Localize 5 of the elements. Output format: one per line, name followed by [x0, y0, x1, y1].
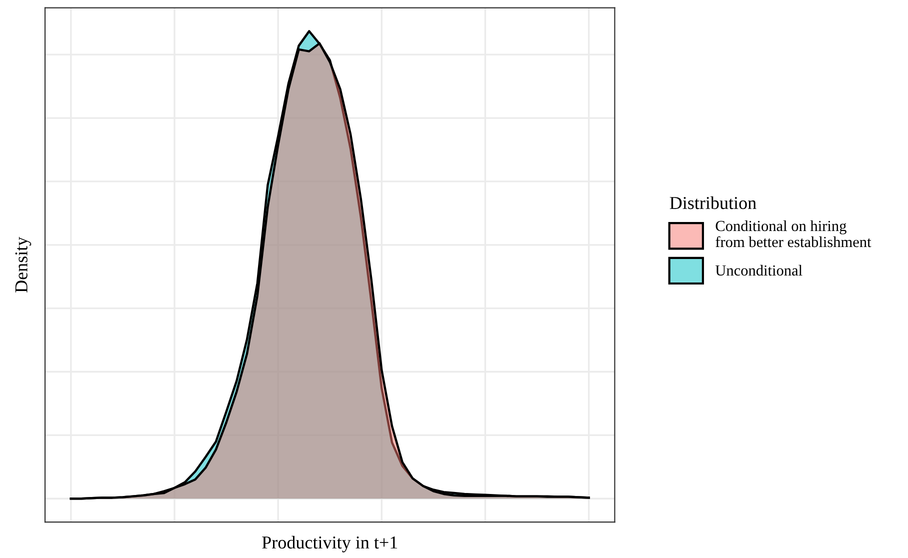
legend-label: Conditional on hiring from better establishment — [716, 220, 872, 248]
legend-label: Unconditional — [715, 264, 802, 276]
y-axis-title: Density — [15, 236, 32, 292]
x-axis-title: Productivity in t+1 — [262, 536, 398, 552]
legend-title: Distribution — [670, 196, 756, 210]
